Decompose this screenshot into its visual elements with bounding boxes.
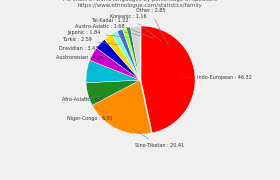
Wedge shape	[112, 31, 140, 80]
Wedge shape	[117, 29, 140, 80]
Wedge shape	[86, 60, 140, 83]
Text: Austro-Asiatic : 1.68: Austro-Asiatic : 1.68	[75, 24, 143, 36]
Text: Indo-European : 46.32: Indo-European : 46.32	[182, 75, 251, 80]
Wedge shape	[104, 34, 140, 80]
Wedge shape	[90, 48, 140, 80]
Text: Dravidian : 3.43: Dravidian : 3.43	[59, 46, 105, 57]
Text: Tai-Kadai : 1.22: Tai-Kadai : 1.22	[91, 18, 154, 39]
Wedge shape	[141, 26, 195, 133]
Text: Turkic : 2.59: Turkic : 2.59	[62, 37, 118, 45]
Text: Koreanic : 1.16: Koreanic : 1.16	[110, 14, 162, 42]
Text: Niger-Congo : 6.91: Niger-Congo : 6.91	[67, 112, 113, 122]
Wedge shape	[127, 27, 140, 80]
Text: Other : 2.85: Other : 2.85	[136, 8, 168, 45]
Wedge shape	[97, 39, 140, 80]
Wedge shape	[130, 26, 140, 80]
Wedge shape	[86, 80, 140, 105]
Text: Afro-Asiatic : 6.7: Afro-Asiatic : 6.7	[62, 96, 102, 102]
Title: Pie chart of world languages by percentage of speakers
https://www.ethnologue.co: Pie chart of world languages by percenta…	[63, 0, 217, 8]
Text: Sino-Tibetan : 20.41: Sino-Tibetan : 20.41	[132, 128, 184, 148]
Text: Austronesian : 4.09: Austronesian : 4.09	[56, 55, 104, 74]
Wedge shape	[92, 80, 151, 134]
Text: Japonic : 1.84: Japonic : 1.84	[67, 30, 132, 38]
Wedge shape	[122, 28, 140, 80]
